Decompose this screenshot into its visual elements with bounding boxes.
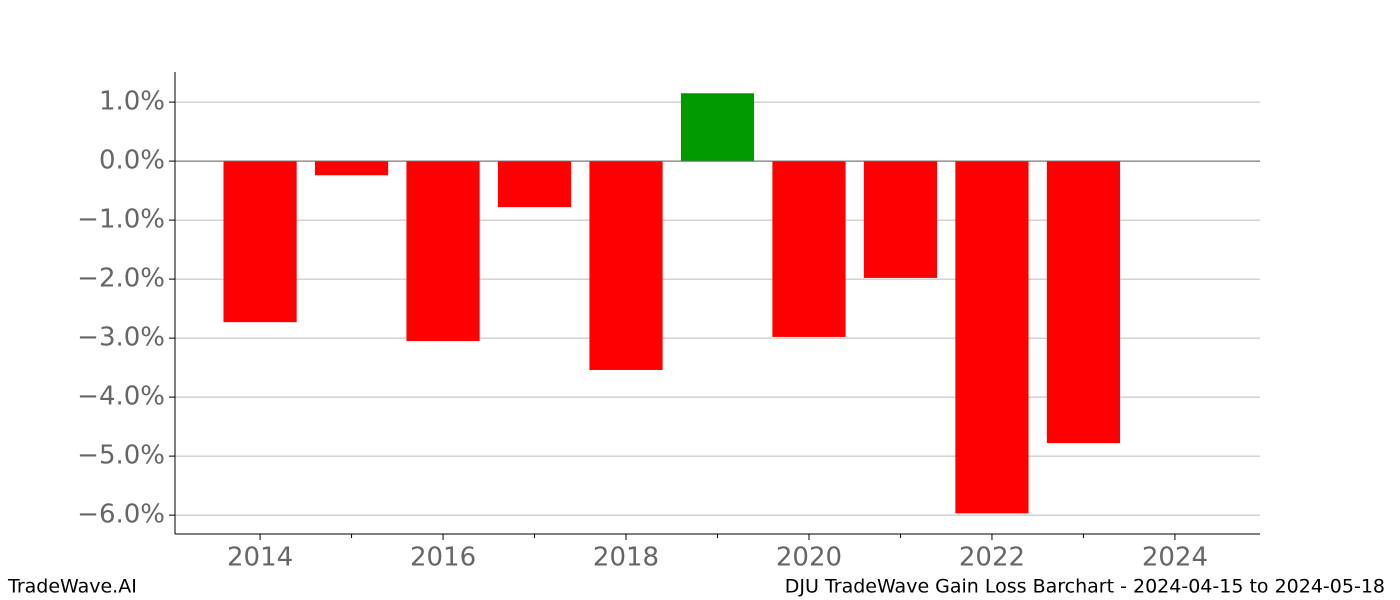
bar	[955, 161, 1029, 514]
bar	[589, 161, 663, 370]
x-tick-label: 2020	[776, 543, 842, 573]
y-tick-label: −4.0%	[77, 382, 165, 412]
x-tick-label: 2024	[1142, 543, 1208, 573]
bar	[772, 161, 846, 337]
bar	[406, 161, 480, 342]
x-tick-label: 2022	[959, 543, 1025, 573]
y-tick-label: 0.0%	[99, 146, 165, 176]
footer-left: TradeWave.AI	[7, 576, 137, 598]
y-tick-label: −6.0%	[77, 500, 165, 530]
y-tick-label: −5.0%	[77, 441, 165, 471]
x-tick-label: 2016	[410, 543, 476, 573]
bar	[497, 161, 572, 208]
y-tick-label: −2.0%	[77, 264, 165, 294]
y-tick-label: 1.0%	[99, 87, 165, 117]
bar	[314, 161, 389, 176]
y-tick-label: −3.0%	[77, 323, 165, 353]
bar	[1046, 161, 1121, 444]
bar	[680, 93, 755, 162]
bar	[223, 161, 297, 323]
x-tick-label: 2014	[227, 543, 293, 573]
footer-right: DJU TradeWave Gain Loss Barchart - 2024-…	[785, 576, 1385, 598]
x-tick-label: 2018	[593, 543, 659, 573]
y-tick-label: −1.0%	[77, 205, 165, 235]
bar	[863, 161, 938, 278]
